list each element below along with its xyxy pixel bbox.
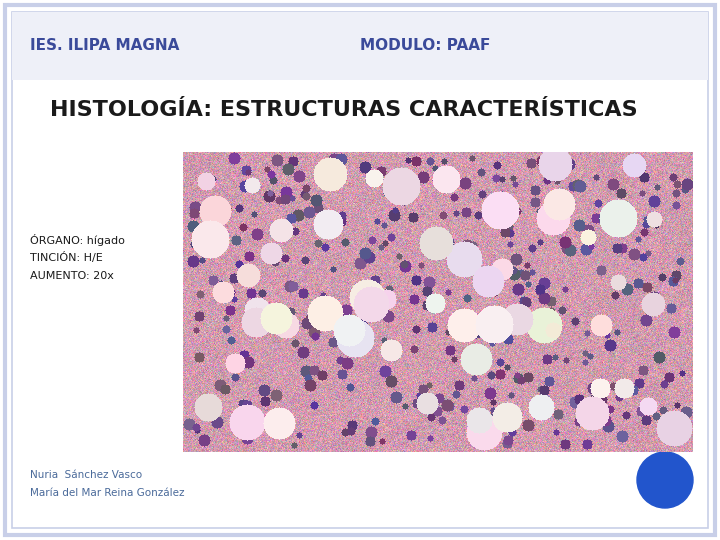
Text: HISTOLOGÍA: ESTRUCTURAS CARACTERÍSTICAS: HISTOLOGÍA: ESTRUCTURAS CARACTERÍSTICAS: [50, 100, 638, 120]
Circle shape: [637, 452, 693, 508]
Text: María del Mar Reina González: María del Mar Reina González: [30, 488, 184, 498]
Text: AUMENTO: 20x: AUMENTO: 20x: [30, 271, 114, 281]
Text: MODULO: PAAF: MODULO: PAAF: [360, 37, 490, 52]
Text: ÓRGANO: hígado: ÓRGANO: hígado: [30, 234, 125, 246]
FancyBboxPatch shape: [5, 5, 715, 535]
FancyBboxPatch shape: [12, 12, 708, 80]
Text: Nuria  Sánchez Vasco: Nuria Sánchez Vasco: [30, 470, 142, 480]
Text: IES. ILIPA MAGNA: IES. ILIPA MAGNA: [30, 37, 179, 52]
Text: TINCIÓN: H/E: TINCIÓN: H/E: [30, 253, 103, 264]
